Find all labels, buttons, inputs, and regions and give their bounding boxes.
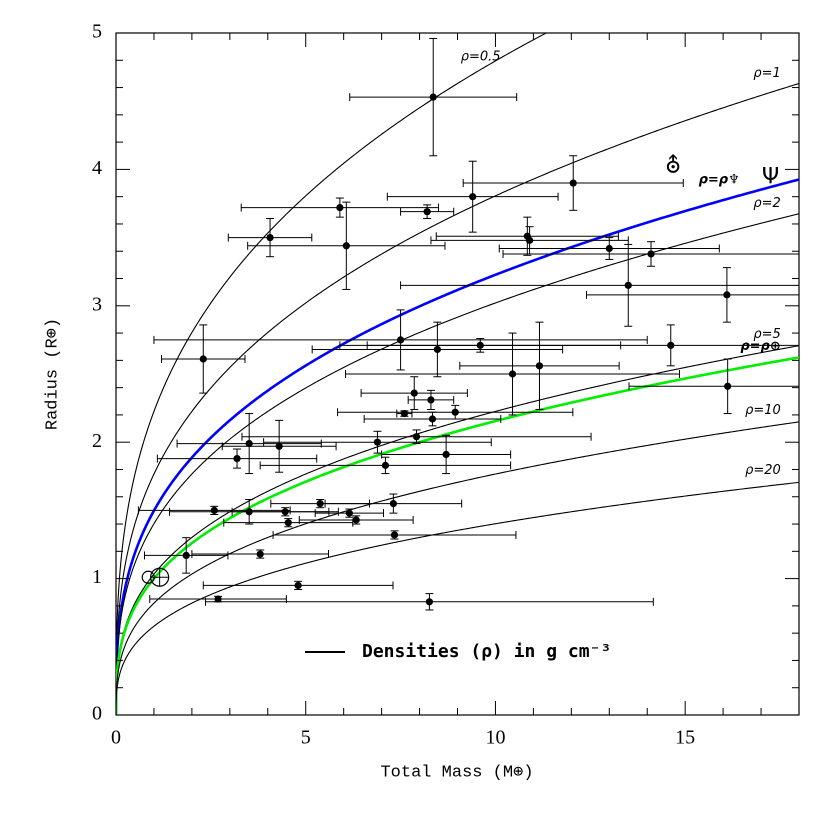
legend-text: Densities (ρ) in g cm⁻³ — [362, 641, 611, 662]
curve-label: ρ=0.5 — [461, 49, 501, 64]
data-point — [245, 439, 253, 448]
data-point — [275, 442, 283, 450]
data-point — [316, 499, 324, 508]
data-point — [428, 415, 437, 423]
y-tick-label: 4 — [92, 157, 102, 179]
density-curve — [116, 421, 799, 715]
density-curve — [116, 356, 799, 715]
data-point — [427, 396, 435, 404]
data-point — [233, 454, 241, 463]
data-point — [281, 508, 289, 516]
y-tick-label: 3 — [92, 293, 102, 315]
data-point — [442, 450, 450, 459]
curve-label: ρ=5 — [753, 327, 780, 342]
curve-label: ρ=ρ⊕ — [740, 339, 780, 354]
data-point — [423, 208, 431, 216]
curve-label: ρ=ρ♆ — [699, 173, 740, 188]
density-curve — [116, 213, 799, 715]
y-axis-label: Radius (R⊕) — [43, 318, 62, 430]
x-axis-label: Total Mass (M⊕) — [380, 763, 533, 782]
data-point — [569, 179, 577, 187]
data-point — [667, 341, 675, 349]
x-tick-label: 15 — [675, 727, 695, 749]
y-tick-label: 1 — [92, 566, 102, 588]
data-point — [451, 408, 459, 416]
data-point — [381, 461, 390, 469]
density-curve — [116, 82, 799, 715]
data-point — [647, 250, 655, 258]
data-point — [182, 551, 190, 560]
data-point — [284, 519, 292, 527]
curve-label: ρ=10 — [745, 403, 781, 418]
data-point — [396, 336, 405, 344]
data-point — [605, 244, 613, 253]
data-point — [352, 516, 360, 524]
points — [137, 37, 799, 611]
curves — [116, 33, 799, 715]
planet-symbol: ⛢ — [665, 154, 681, 179]
data-point — [389, 499, 397, 508]
x-tick-label: 10 — [485, 727, 505, 749]
data-point — [210, 506, 218, 514]
data-point — [256, 550, 264, 558]
data-point — [373, 438, 382, 446]
data-point — [724, 382, 732, 390]
data-point — [410, 389, 418, 397]
data-point — [425, 598, 434, 606]
data-point — [199, 355, 207, 363]
data-point — [412, 433, 421, 441]
y-tick-label: 2 — [92, 430, 102, 452]
curve-label: ρ=20 — [745, 463, 781, 478]
data-point — [723, 291, 731, 299]
data-point — [429, 93, 437, 101]
planet-symbol: Ψ — [762, 165, 779, 190]
data-point — [469, 193, 477, 201]
x-tick-label: 0 — [111, 727, 121, 749]
data-point — [266, 234, 274, 242]
data-point — [345, 509, 353, 517]
data-point — [294, 581, 302, 590]
data-point — [525, 236, 534, 244]
data-point — [535, 362, 544, 370]
data-point — [390, 531, 399, 539]
data-point — [433, 345, 441, 354]
x-tick-label: 5 — [301, 727, 311, 749]
density-curve — [116, 178, 799, 715]
data-point — [342, 242, 350, 250]
density-curve — [116, 345, 799, 715]
data-point — [624, 281, 632, 289]
data-point — [508, 370, 517, 378]
curve-label: ρ=1 — [753, 66, 780, 81]
data-point — [214, 595, 222, 603]
y-tick-label: 0 — [92, 703, 102, 725]
y-tick-label: 5 — [92, 21, 102, 43]
density-curve — [116, 481, 799, 715]
data-point — [400, 409, 408, 418]
curve-label: ρ=2 — [753, 196, 780, 211]
density-curve — [116, 33, 548, 715]
data-point — [336, 203, 344, 212]
